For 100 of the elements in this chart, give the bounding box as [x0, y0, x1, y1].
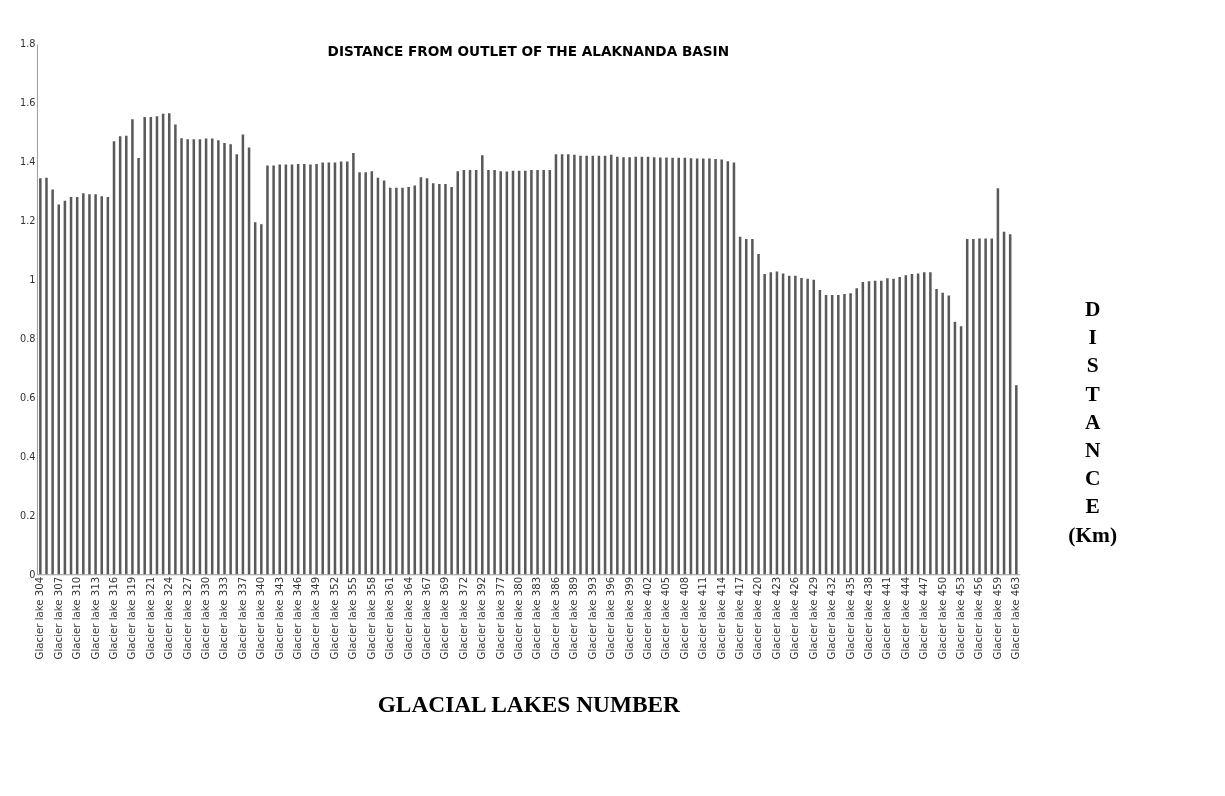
bar — [315, 163, 318, 575]
bar — [278, 164, 281, 575]
x-tick-label: Glacier lake 435 — [844, 576, 856, 660]
x-tick-label: Glacier lake 304 — [34, 576, 46, 660]
bar — [714, 158, 717, 575]
bar — [886, 278, 889, 575]
bar — [892, 278, 895, 575]
x-tick-label: Glacier lake 333 — [218, 576, 230, 660]
bar — [935, 289, 938, 575]
y-tick-label: 0.4 — [20, 450, 36, 462]
bar — [794, 275, 797, 575]
x-tick-label: Glacier lake 417 — [734, 576, 746, 660]
bar — [217, 140, 220, 575]
y-tick-label: 1.2 — [20, 215, 36, 227]
bar — [763, 274, 766, 575]
x-tick-label: Glacier lake 372 — [457, 576, 469, 660]
bar — [922, 272, 926, 575]
bar — [941, 292, 944, 575]
y-tick-label: 1.4 — [20, 156, 36, 168]
bar — [352, 153, 355, 575]
bar — [978, 238, 981, 575]
bar — [450, 186, 453, 575]
bar — [751, 239, 754, 575]
bar — [880, 280, 883, 575]
bar — [837, 295, 840, 575]
x-tick-label: Glacier lake 420 — [752, 576, 764, 660]
bar — [622, 157, 625, 575]
bar — [395, 187, 398, 575]
bar — [579, 155, 582, 575]
bar — [499, 171, 502, 575]
bar — [51, 189, 54, 575]
x-tick-label: Glacier lake 319 — [126, 576, 138, 660]
y-tick-label: 1 — [29, 274, 36, 286]
bar — [407, 186, 410, 575]
x-tick-label: Glacier lake 327 — [181, 576, 193, 660]
bar — [57, 204, 61, 575]
bar — [616, 156, 619, 575]
bar — [806, 278, 809, 575]
x-tick-label: Glacier lake 380 — [513, 576, 525, 660]
x-tick-label: Glacier lake 441 — [881, 576, 893, 660]
bar — [39, 178, 42, 575]
x-tick-label: Glacier lake 450 — [936, 576, 948, 660]
bar — [671, 157, 674, 575]
bar — [82, 193, 85, 575]
bar — [487, 170, 490, 575]
x-tick-label: Glacier lake 324 — [163, 576, 175, 660]
x-tick-label: Glacier lake 392 — [476, 576, 488, 660]
x-tick-label: Glacier lake 346 — [292, 576, 304, 660]
bar — [524, 170, 527, 575]
x-tick-label: Glacier lake 423 — [770, 576, 782, 660]
x-tick-label: Glacier lake 343 — [273, 576, 285, 660]
bar — [855, 288, 858, 575]
bar — [88, 194, 91, 575]
bar — [137, 158, 140, 575]
bar — [45, 177, 48, 575]
bar — [180, 138, 183, 575]
bar — [536, 170, 539, 575]
bar — [186, 139, 189, 575]
bar — [929, 272, 932, 575]
x-tick-label: Glacier lake 355 — [347, 576, 359, 660]
x-tick-label: Glacier lake 389 — [568, 576, 580, 660]
x-tick-label: Glacier lake 459 — [991, 576, 1003, 660]
x-tick-label: Glacier lake 369 — [439, 576, 451, 660]
bar — [898, 277, 901, 575]
bar — [530, 170, 533, 575]
x-tick-label: Glacier lake 463 — [1010, 576, 1022, 660]
bar — [131, 119, 134, 575]
y-tick-label: 1.6 — [20, 97, 36, 109]
bar — [628, 157, 631, 575]
bar — [364, 172, 367, 575]
x-tick-label: Glacier lake 399 — [623, 576, 635, 660]
x-tick-label: Glacier lake 447 — [918, 576, 930, 660]
x-tick-label: Glacier lake 352 — [328, 576, 340, 660]
x-tick-label: Glacier lake 383 — [531, 576, 543, 660]
x-tick-label: Glacier lake 453 — [955, 576, 966, 660]
bar — [702, 158, 705, 575]
bar — [260, 224, 263, 575]
bar — [321, 162, 324, 575]
bar — [438, 183, 441, 575]
x-tick-label: Glacier lake 426 — [789, 576, 801, 660]
x-tick-label: Glacier lake 364 — [402, 576, 414, 660]
bar — [585, 155, 588, 575]
x-tick-label: Glacier lake 313 — [89, 576, 101, 660]
y-tick-label: 1.8 — [20, 38, 36, 50]
bar — [573, 154, 576, 575]
bar — [493, 170, 496, 575]
x-tick-label: Glacier lake 405 — [660, 576, 672, 660]
bar — [303, 163, 306, 575]
bar — [456, 171, 460, 575]
y-tick-label: 0.8 — [20, 333, 36, 345]
x-tick-label: Glacier lake 386 — [549, 576, 561, 660]
x-tick-label: Glacier lake 358 — [365, 576, 377, 660]
x-tick-label: Glacier lake 321 — [144, 576, 156, 660]
x-tick-label: Glacier lake 367 — [420, 576, 432, 660]
x-tick-label: Glacier lake 361 — [384, 576, 396, 660]
bar — [634, 156, 638, 575]
x-tick-label: Glacier lake 393 — [586, 576, 598, 660]
bar — [143, 117, 146, 575]
bar — [677, 157, 680, 575]
bar — [266, 165, 269, 575]
